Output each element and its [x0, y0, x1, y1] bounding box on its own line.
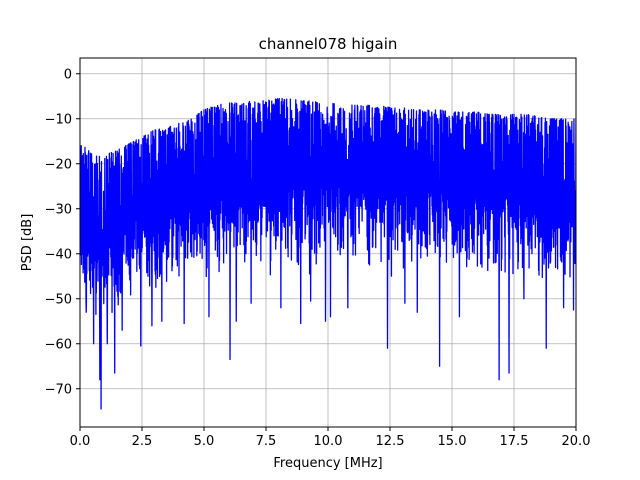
- y-tick-label: −50: [45, 292, 72, 307]
- x-tick-label: 12.5: [376, 434, 405, 449]
- x-tick-label: 7.5: [256, 434, 277, 449]
- plot-area: [80, 97, 576, 410]
- x-tick-label: 5.0: [194, 434, 215, 449]
- y-tick-label: 0: [64, 67, 72, 82]
- chart-title: channel078 higain: [259, 35, 398, 53]
- y-tick-label: −20: [45, 157, 72, 172]
- y-tick-label: −40: [45, 247, 72, 262]
- psd-series-line: [80, 97, 576, 410]
- x-axis-label: Frequency [MHz]: [273, 456, 382, 471]
- y-tick-label: −30: [45, 202, 72, 217]
- x-tick-label: 17.5: [500, 434, 529, 449]
- x-tick-label: 2.5: [132, 434, 153, 449]
- y-axis-ticks: 0 −10 −20 −30 −40 −50 −60 −70: [45, 67, 80, 397]
- x-tick-label: 20.0: [562, 434, 591, 449]
- x-tick-label: 10.0: [314, 434, 343, 449]
- x-axis-ticks: 0.0 2.5 5.0 7.5 10.0 12.5 15.0 17.5 20.0: [70, 427, 591, 449]
- y-axis-label: PSD [dB]: [20, 214, 35, 272]
- y-tick-label: −70: [45, 382, 72, 397]
- y-tick-label: −60: [45, 337, 72, 352]
- y-tick-label: −10: [45, 112, 72, 127]
- x-tick-label: 0.0: [70, 434, 91, 449]
- x-tick-label: 15.0: [438, 434, 467, 449]
